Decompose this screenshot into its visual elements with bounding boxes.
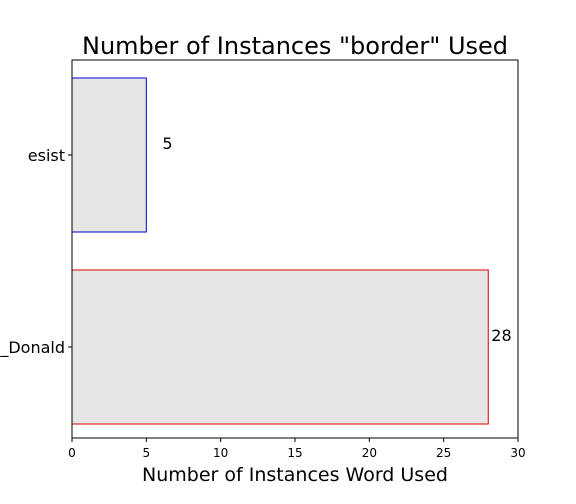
plot-frame — [71, 59, 519, 439]
x-tick-label-0: 0 — [68, 446, 76, 460]
bars-layer — [71, 77, 489, 425]
y-tick-label-1: _Donald — [0, 338, 65, 358]
data-label-1: 28 — [491, 326, 511, 345]
x-tick-label-5: 25 — [436, 446, 451, 460]
x-tick-label-6: 30 — [510, 446, 525, 460]
bar-1 — [71, 269, 489, 425]
data-label-0: 5 — [162, 134, 172, 153]
x-tick-label-4: 20 — [362, 446, 377, 460]
x-tick-label-3: 15 — [287, 446, 302, 460]
x-tick-label-1: 5 — [143, 446, 151, 460]
chart-title: Number of Instances "border" Used — [82, 32, 508, 60]
bar-0 — [71, 77, 147, 233]
y-axis-ticks: esist _Donald — [0, 146, 72, 358]
x-axis-label: Number of Instances Word Used — [142, 464, 448, 486]
data-labels-layer: 5 28 — [162, 134, 511, 345]
x-axis-ticks: 0 5 10 15 20 25 30 — [68, 438, 526, 460]
y-tick-label-0: esist — [28, 146, 65, 165]
x-tick-label-2: 10 — [213, 446, 228, 460]
